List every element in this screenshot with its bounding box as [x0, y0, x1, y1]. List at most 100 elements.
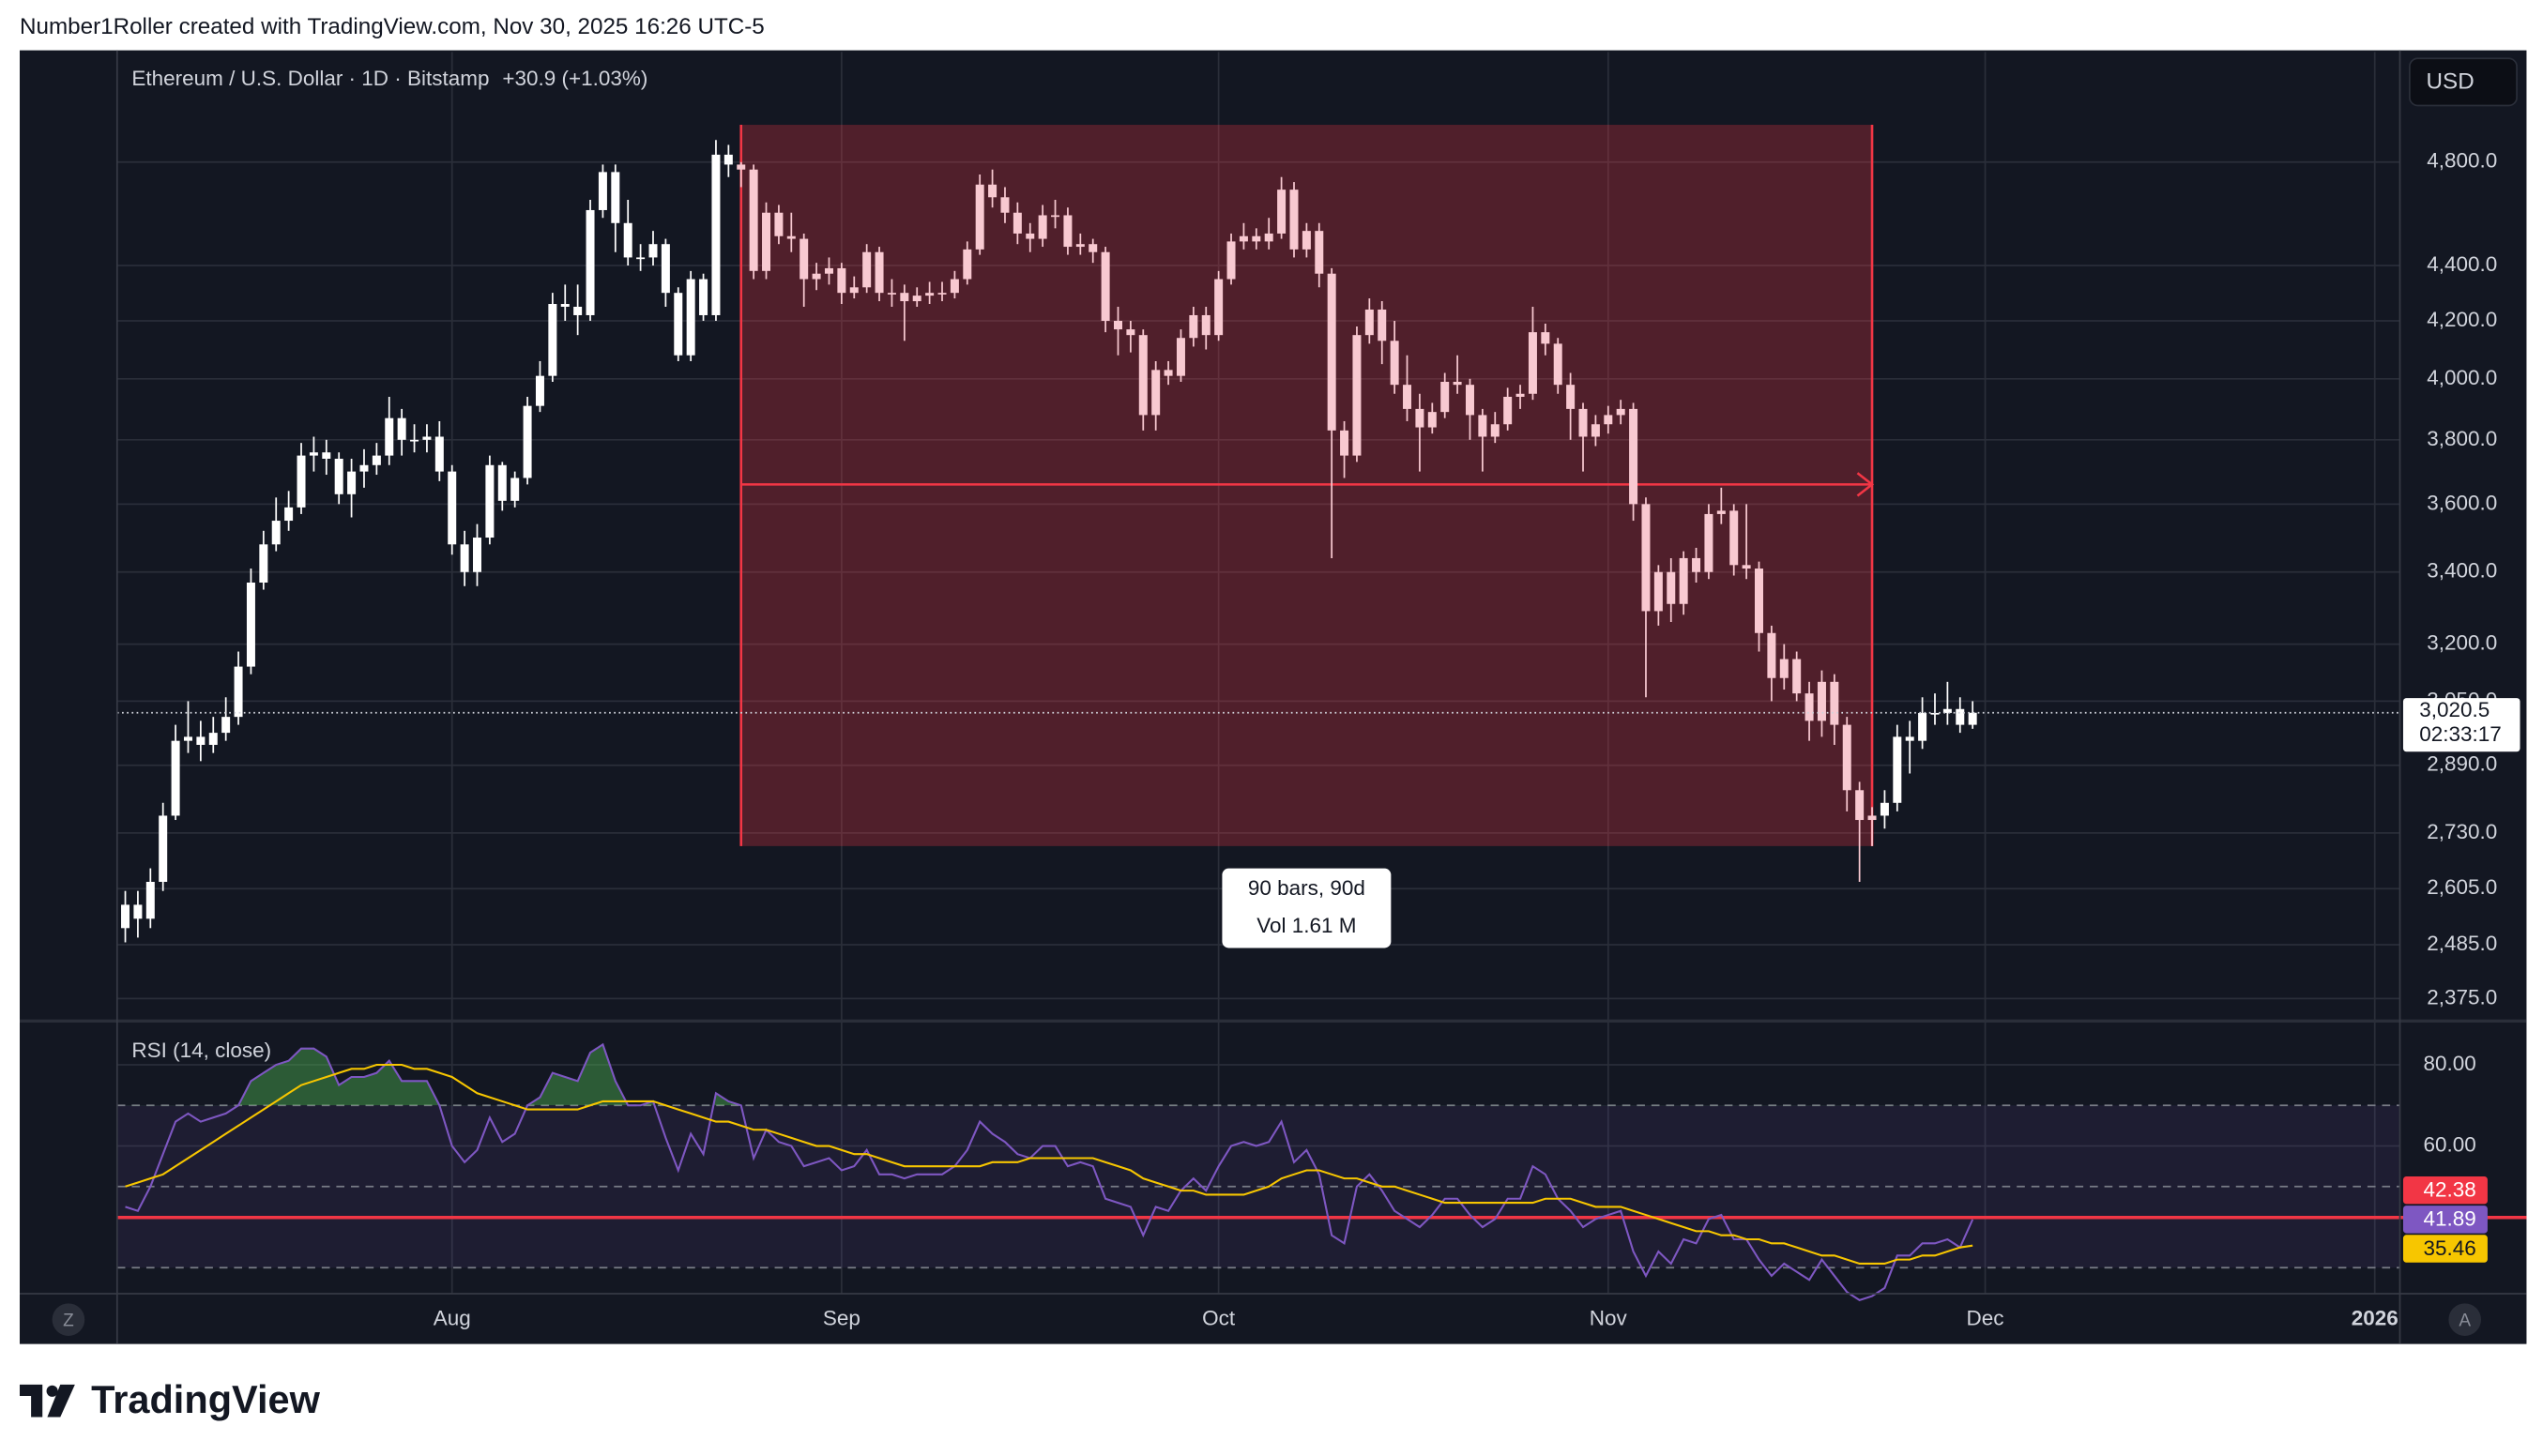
candle-body	[1352, 335, 1362, 456]
candle-body	[1478, 415, 1487, 437]
y-tick-label: 60.00	[2424, 1132, 2476, 1156]
candle-body	[1867, 815, 1877, 821]
y-tick-label: 80.00	[2424, 1052, 2476, 1075]
overbought-fill	[125, 1044, 1973, 1106]
candle-body	[1378, 309, 1387, 341]
candle-body	[121, 904, 130, 929]
candle-body	[171, 740, 180, 816]
candle-body	[1566, 385, 1576, 409]
candle-body	[1201, 314, 1211, 336]
x-tick-label: Dec	[1967, 1307, 2004, 1330]
candle-body	[837, 267, 846, 294]
candle-body	[497, 464, 507, 501]
candle-body	[1465, 385, 1474, 416]
scale-button[interactable]	[2448, 1303, 2482, 1336]
rsi-line	[125, 1042, 1974, 1302]
candle-body	[1755, 569, 1763, 633]
candle-body	[937, 293, 947, 295]
candle-body	[1453, 381, 1462, 386]
countdown-label: 02:33:17	[2419, 722, 2502, 746]
candle-body	[598, 172, 607, 210]
candle-body	[1704, 513, 1713, 572]
candle-body	[246, 582, 255, 667]
candle-body	[510, 478, 520, 501]
y-tick-label: 3,400.0	[2427, 559, 2497, 583]
candle-body	[1792, 659, 1802, 694]
candle-body	[648, 244, 658, 258]
candle-body	[1515, 393, 1525, 397]
candle-body	[1541, 332, 1550, 344]
candle-body	[133, 904, 143, 919]
candle-body	[1918, 712, 1927, 741]
candle-body	[1553, 343, 1562, 386]
rsi-line	[125, 1063, 1973, 1266]
candle-body	[737, 164, 746, 170]
candle-body	[1176, 338, 1185, 376]
candle-body	[812, 273, 821, 280]
y-tick-label: 4,400.0	[2427, 252, 2497, 276]
candle-body	[385, 417, 394, 456]
candle-body	[749, 169, 758, 271]
symbol: Ethereum / U.S. Dollar · 1D · Bitstamp	[131, 67, 489, 90]
candle-body	[1214, 279, 1224, 336]
symbol-legend: Ethereum / U.S. Dollar · 1D · Bitstamp +3…	[131, 67, 647, 90]
value-label-box	[2402, 1206, 2488, 1234]
candle-body	[1968, 712, 1977, 725]
candle-body	[1930, 712, 1940, 715]
y-tick-label: 4,000.0	[2427, 366, 2497, 389]
candle-body	[1327, 273, 1336, 431]
candle-body	[1716, 510, 1726, 514]
candle-body	[1289, 190, 1299, 250]
candle-body	[1616, 408, 1625, 416]
candle-body	[535, 375, 544, 406]
candle-body	[1164, 370, 1173, 376]
candle-body	[1226, 241, 1236, 280]
candle-body	[849, 287, 859, 294]
currency-button[interactable]	[2409, 57, 2518, 107]
y-tick-label: 3,600.0	[2427, 491, 2497, 514]
candle-body	[548, 304, 557, 376]
candle-body	[636, 257, 646, 260]
currency-label[interactable]: USD	[2427, 69, 2474, 95]
y-tick-label: 2,375.0	[2427, 985, 2497, 1009]
candle-body	[1817, 681, 1826, 721]
candle-body	[1403, 385, 1412, 409]
candle-body	[560, 304, 570, 307]
candle-body	[1390, 341, 1399, 386]
candle-body	[1026, 233, 1035, 239]
candle-body	[1075, 244, 1085, 248]
candle-body	[1089, 244, 1098, 252]
candle-body	[699, 279, 708, 315]
arrow-head	[1856, 472, 1875, 497]
value-label-box	[2402, 1176, 2488, 1205]
candle-body	[824, 267, 833, 274]
candle-body	[862, 251, 872, 288]
candle-body	[1277, 190, 1287, 234]
candle-body	[397, 417, 406, 440]
candle-body	[1364, 309, 1374, 336]
x-tick-label: Oct	[1202, 1307, 1236, 1330]
candle-body	[786, 235, 796, 239]
candle-body	[686, 279, 695, 356]
candle-body	[1503, 396, 1513, 425]
candle-body	[1679, 557, 1688, 604]
candle-body	[1013, 212, 1022, 234]
candle-body	[1340, 430, 1349, 456]
change: +30.9 (+1.03%)	[502, 67, 647, 90]
y-tick-label: 4,800.0	[2427, 149, 2497, 173]
candle-body	[723, 154, 733, 165]
candle-body	[1692, 557, 1701, 572]
candle-body	[271, 521, 281, 545]
candle-body	[1942, 708, 1952, 713]
scale-button-label[interactable]: Z	[63, 1311, 74, 1330]
candle-body	[875, 251, 884, 294]
scale-button[interactable]	[52, 1303, 85, 1336]
candle-body	[359, 464, 369, 472]
measure-label-box	[1222, 868, 1392, 948]
candle-body	[1126, 329, 1135, 336]
candle-body	[1855, 790, 1865, 821]
y-tick-label: 3,800.0	[2427, 427, 2497, 450]
candle-body	[887, 293, 896, 295]
candle-body	[1956, 708, 1965, 725]
scale-button-label[interactable]: A	[2459, 1311, 2471, 1330]
